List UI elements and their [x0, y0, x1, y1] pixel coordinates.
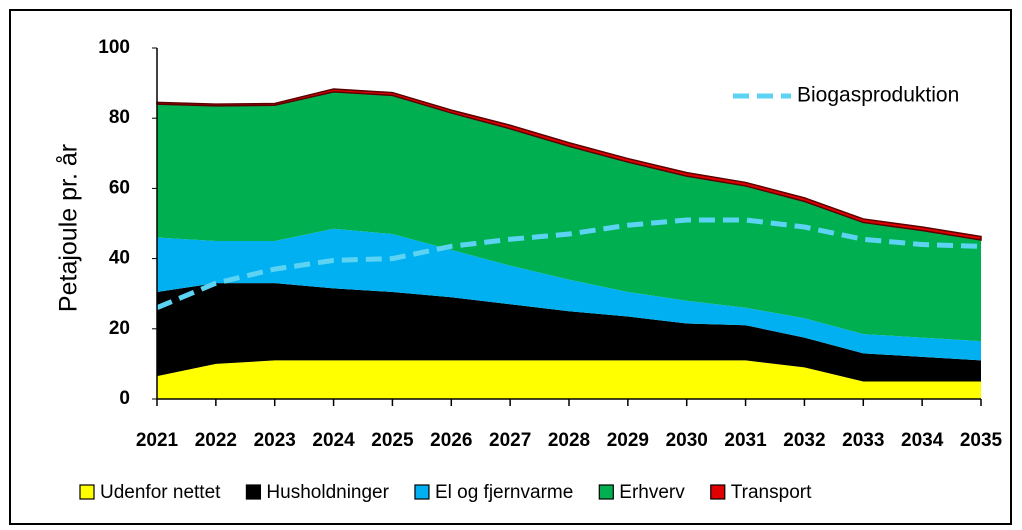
- x-tick-label: 2026: [430, 430, 472, 451]
- y-tick-label: 40: [109, 248, 130, 269]
- y-tick-label: 80: [109, 107, 130, 128]
- line: [156, 217, 982, 311]
- x-tick-label: 2023: [254, 430, 296, 451]
- x-tick-label: 2035: [960, 430, 1003, 451]
- x-tick-label: 2021: [136, 430, 179, 451]
- legend-label: Husholdninger: [266, 482, 389, 503]
- area: [157, 91, 981, 342]
- x-tick-label: 2022: [195, 430, 237, 451]
- legend-swatch: [710, 484, 726, 500]
- y-tick-label: 0: [119, 388, 130, 409]
- x-tick-label: 2033: [842, 430, 884, 451]
- x-tick-label: 2032: [783, 430, 825, 451]
- area: [157, 360, 981, 399]
- area: [157, 228, 981, 361]
- area: [156, 88, 982, 241]
- legend-swatch: [598, 484, 614, 500]
- legend-swatch: [245, 484, 262, 500]
- x-tick-label: 2030: [666, 430, 708, 451]
- x-tick-label: 2027: [489, 430, 531, 451]
- x-tick-label: 2024: [312, 430, 355, 451]
- x-tick-label: 2031: [724, 430, 767, 451]
- y-tick-label: 100: [98, 37, 130, 58]
- y-axis-label: Petajoule pr. år: [55, 144, 83, 312]
- legend-swatch: [414, 484, 430, 500]
- legend-label: Transport: [731, 482, 812, 503]
- area: [157, 283, 981, 382]
- x-tick-label: 2025: [371, 430, 414, 451]
- legend-swatch: [79, 484, 95, 500]
- x-tick-label: 2028: [548, 430, 590, 451]
- legend-label: El og fjernvarme: [435, 482, 573, 503]
- legend-label: Biogasproduktion: [797, 84, 959, 107]
- legend-label: Udenfor nettet: [100, 482, 221, 503]
- legend-label: Erhverv: [619, 482, 685, 503]
- x-tick-label: 2034: [901, 430, 944, 451]
- x-tick-label: 2029: [607, 430, 649, 451]
- y-tick-label: 20: [109, 318, 130, 339]
- y-tick-label: 60: [109, 177, 130, 198]
